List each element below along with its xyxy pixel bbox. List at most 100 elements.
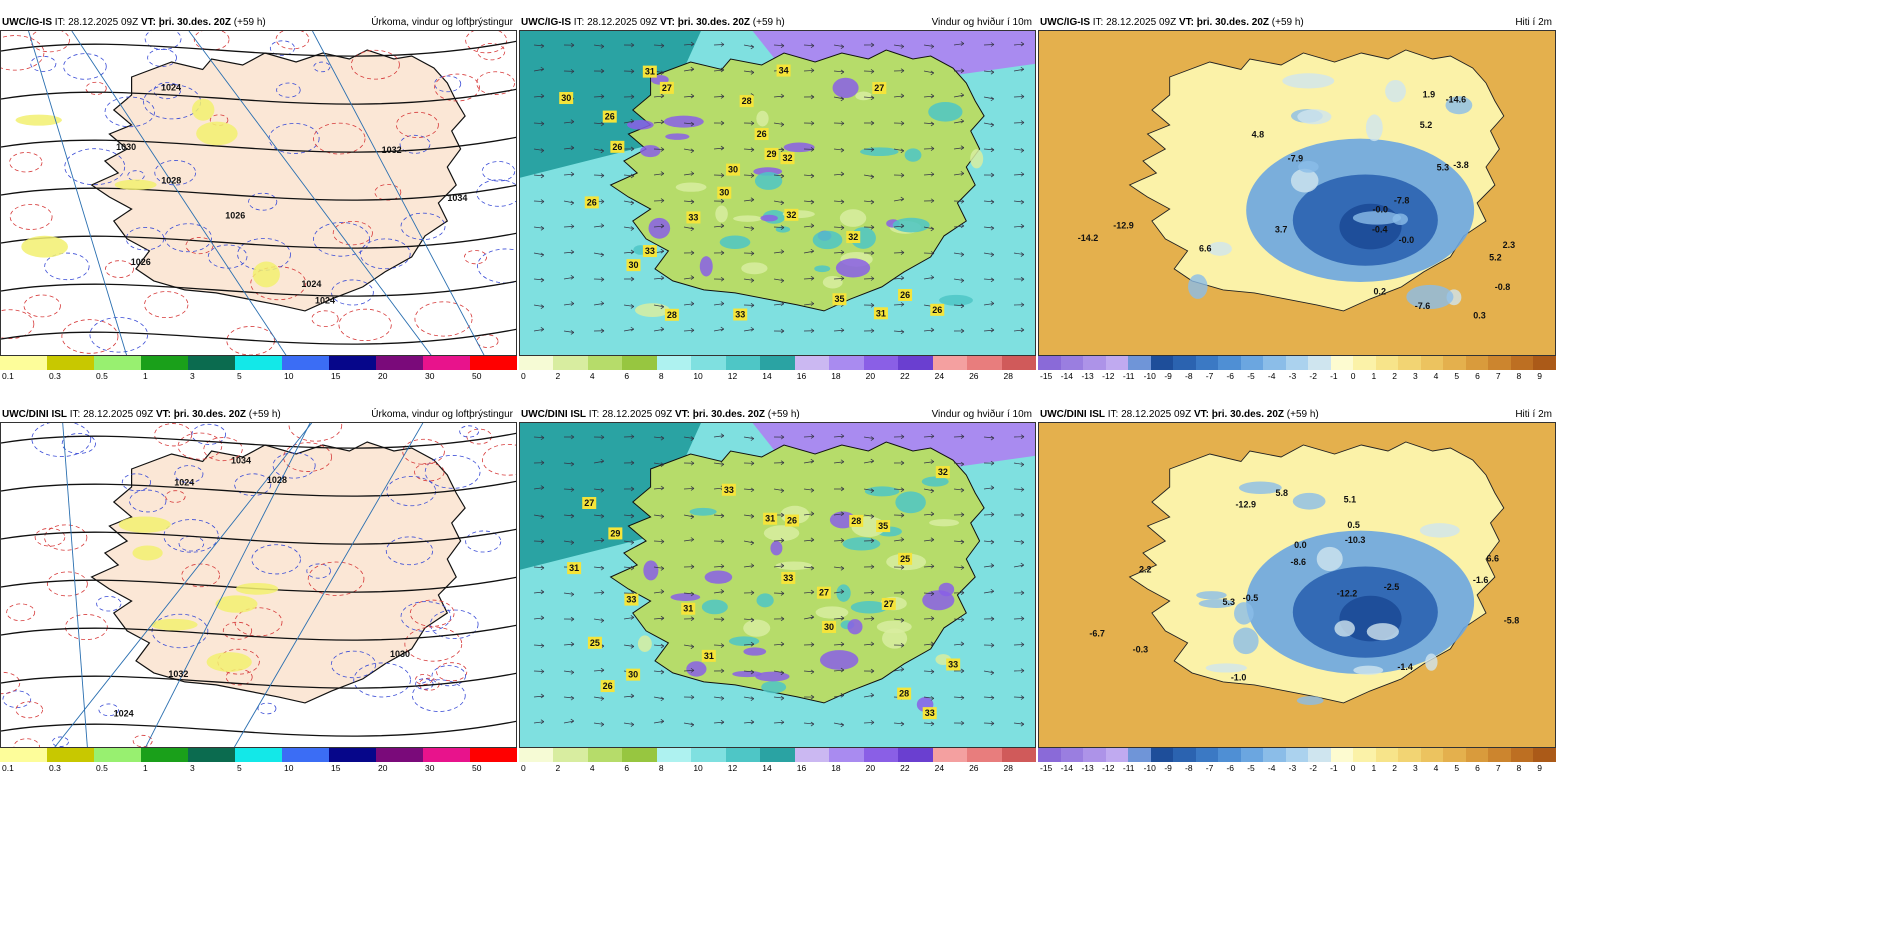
legend-tick-label: 20 [865,371,876,381]
legend-swatch [1150,748,1174,762]
legend-tick-label: -13 [1081,371,1094,381]
map-value-label: -3.8 [1453,160,1469,170]
legend-tick-label: -1 [1330,371,1338,381]
map-svg: 1024 1030 1032 1024 1034 1028 [1,423,516,747]
map-value-text: 5.2 [1420,120,1433,130]
panel-title: Vindur og hviður í 10m [931,17,1032,28]
map-value-text: -0.5 [1243,593,1259,603]
valid-time: þri. 30.des. 20Z [677,17,751,28]
map-value-text: 32 [938,467,948,477]
map-value-label: 27 [582,497,597,510]
legend-colorbar [1038,748,1556,762]
legend-swatch [1060,748,1084,762]
legend-swatch [1240,356,1264,370]
map-value-label: 5.1 [1344,494,1357,504]
legend-swatch [1465,748,1489,762]
run-info: UWC/IG-IS IT: 28.12.2025 09Z VT: þri. 30… [521,16,785,30]
map-value-text: 33 [783,573,793,583]
map-value-text: 26 [787,516,797,526]
map-value-text: 31 [683,604,693,614]
map-canvas: 1024 1024 1026 1030 1032 1024 1034 1028 1026 [0,30,517,356]
map-value-text: 33 [925,708,935,718]
map-value-label: -0.0 [1399,235,1415,245]
map-value-text: 25 [900,554,910,564]
legend-swatch [1128,356,1151,370]
legend-swatch [1038,748,1061,762]
legend-swatch [470,748,517,762]
legend-swatch [1173,748,1196,762]
map-value-text: -14.2 [1078,233,1099,243]
map-value-text: -12.9 [1235,499,1256,509]
map-value-text: 32 [782,153,792,163]
map-value-label: 31 [763,512,778,525]
legend-swatch [1001,356,1037,370]
panel-header: UWC/DINI ISL IT: 28.12.2025 09Z VT: þri.… [519,408,1036,422]
model-name: UWC/DINI ISL [2,409,67,420]
legend-swatch [519,748,554,762]
map-value-text: 35 [834,294,844,304]
legend-swatch [1330,748,1354,762]
run-info: UWC/DINI ISL IT: 28.12.2025 09Z VT: þri.… [2,408,281,422]
legend-swatch [1263,748,1286,762]
panel-title: Vindur og hviður í 10m [931,409,1032,420]
map-value-label: 30 [626,668,641,681]
map-value-label: -1.6 [1473,575,1489,585]
map-value-label: 1024 [315,296,335,306]
legend-tick-label: 1 [143,371,148,381]
legend-swatch [1083,748,1106,762]
lead-time: (+59 h) [752,17,785,28]
map-value-text: 33 [626,595,636,605]
map-value-text: 26 [900,290,910,300]
model-name: UWC/IG-IS [521,17,571,28]
map-value-label: -0.3 [1133,644,1149,654]
map-value-text: 25 [590,638,600,648]
legend-swatch [1240,748,1264,762]
map-value-label: -14.2 [1078,233,1099,243]
legend-tick-label: 4 [1433,763,1439,773]
legend-tick-label: 10 [693,371,703,381]
legend-tick-label: -3 [1288,371,1297,381]
map-value-label: 32 [780,152,795,165]
legend-tick-label: 16 [796,371,807,381]
map-value-text: 35 [878,521,888,531]
map-value-text: 27 [884,599,894,609]
legend-tick-label: 2 [555,763,561,773]
legend-tick-label: 50 [472,763,482,773]
map-value-label: 30 [822,620,837,633]
map-value-text: 30 [824,622,834,632]
legend-tick-label: -15 [1040,371,1053,381]
panel-header: UWC/IG-IS IT: 28.12.2025 09Z VT: þri. 30… [519,16,1036,30]
legend-swatch [1218,748,1241,762]
legend-swatch [94,356,141,370]
legend-swatch [691,356,726,370]
map-value-text: 1032 [168,669,188,679]
legend-tick-label: 5 [1454,371,1460,381]
map-value-label: 1032 [382,145,402,155]
legend-ticks: 0.1 0.3 0.5 1 3 5 10 15 20 30 50 [0,370,517,382]
legend-swatch [1105,356,1129,370]
legend-tick-label: 12 [727,371,738,381]
map-value-text: 28 [667,310,677,320]
map-value-text: 1024 [114,709,134,719]
legend-swatch [1533,356,1556,370]
map-value-text: 27 [874,83,884,93]
legend-tick-label: 30 [425,371,435,381]
map-value-text: -7.6 [1415,301,1431,311]
legend-swatch [760,748,795,762]
legend-swatch [235,356,282,370]
map-value-label: 1.9 [1423,90,1436,100]
map-value-label: 0.2 [1374,287,1387,297]
legend-swatch [691,748,726,762]
map-value-text: -12.2 [1337,588,1358,598]
map-value-label: 6.6 [1199,243,1212,253]
legend-tick-label: 20 [378,371,388,381]
map-value-text: 27 [662,83,672,93]
legend-tick-label: -4 [1267,371,1276,381]
map-value-text: 33 [948,659,958,669]
map-value-label: -1.4 [1397,662,1413,672]
panel-title: Hiti í 2m [1515,17,1552,28]
legend-swatch [1218,356,1241,370]
map-value-label: -6.7 [1089,629,1105,639]
legend-tick-label: -11 [1122,763,1135,773]
map-value-label: 31 [681,602,696,615]
